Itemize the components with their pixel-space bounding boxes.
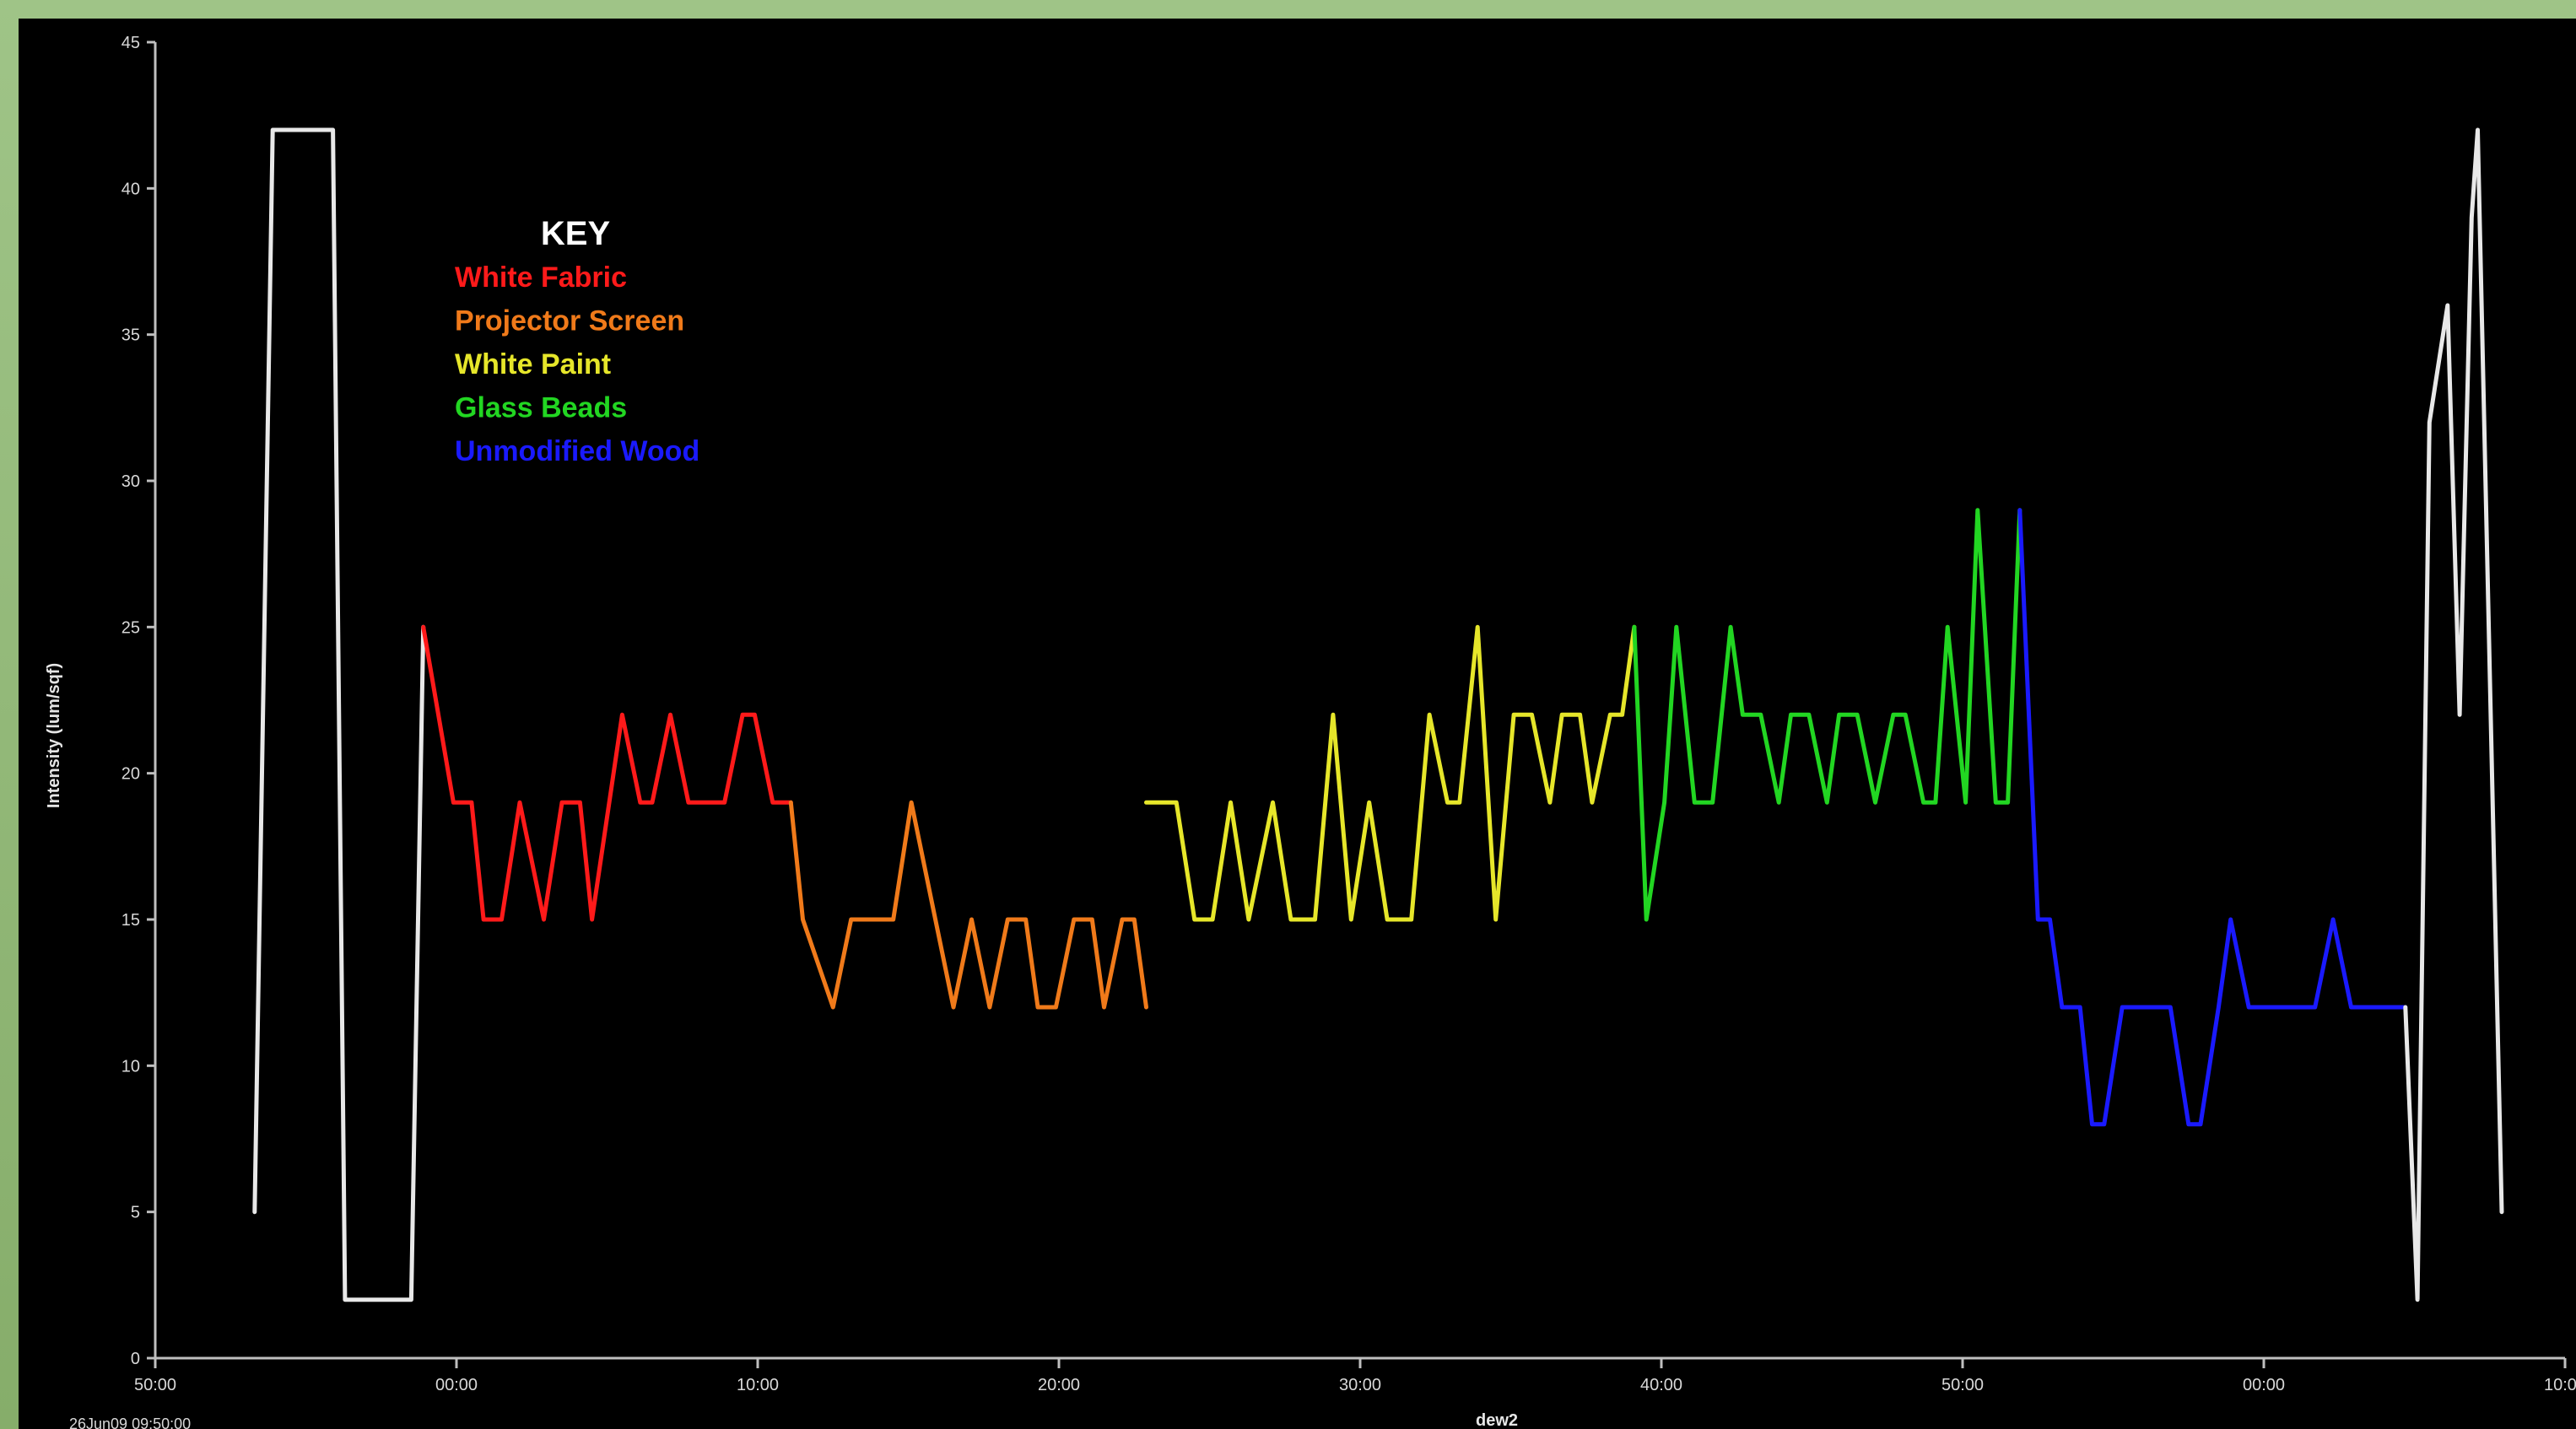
legend-title: KEY: [541, 215, 611, 252]
legend-entry: Projector Screen: [455, 305, 684, 337]
x-tick-label: 30:00: [1339, 1376, 1381, 1394]
x-tick-label: 00:00: [435, 1376, 478, 1394]
x-tick-label: 20:00: [1038, 1376, 1080, 1394]
chart-legend: KEY White Fabric Projector Screen White Pa…: [455, 215, 699, 467]
legend-entry: White Paint: [455, 348, 611, 380]
chart-panel: 0 5 10 15 20 25 30 35 40 45 50:00 00:00 10:00 20:00 3…: [19, 19, 2576, 1429]
legend-entry: Unmodified Wood: [455, 435, 699, 467]
y-tick-label: 45: [122, 34, 140, 52]
series-line-white-paint: [1144, 624, 1637, 922]
y-tick-label: 40: [122, 180, 140, 198]
legend-entry: White Fabric: [455, 262, 627, 294]
series-line-unmodified-wood: [2017, 508, 2408, 1127]
legend-entry: Glass Beads: [455, 392, 627, 424]
x-tick-label: 50:00: [134, 1376, 176, 1394]
y-tick-label: 35: [122, 326, 140, 345]
y-tick-label: 25: [122, 618, 140, 637]
x-tick-label: 00:00: [2243, 1376, 2285, 1394]
line-chart: 0 5 10 15 20 25 30 35 40 45 50:00 00:00 10:00 20:00 3…: [45, 34, 2576, 1429]
series-line-glass-beads: [1632, 508, 2022, 922]
series-line-baseline-0: [252, 127, 426, 1302]
y-tick-label: 20: [122, 765, 140, 784]
series-layer: [252, 127, 2504, 1302]
x-tick-label: 10:00: [2544, 1376, 2576, 1394]
x-tick-label: 10:00: [737, 1376, 779, 1394]
x-tick-label: 50:00: [1941, 1376, 1984, 1394]
x-axis-title: dew2: [1476, 1411, 1518, 1429]
series-line-white-fabric: [421, 624, 793, 922]
x-tick-label: 40:00: [1640, 1376, 1682, 1394]
series-line-baseline-6: [2403, 127, 2504, 1302]
series-line-projector-screen: [788, 800, 1148, 1010]
y-tick-label: 15: [122, 911, 140, 930]
y-tick-label: 30: [122, 472, 140, 491]
y-axis: 0 5 10 15 20 25 30 35 40 45: [122, 34, 157, 1368]
y-tick-label: 10: [122, 1057, 140, 1076]
y-axis-title: Intensity (lum/sqf): [45, 663, 63, 808]
y-tick-label: 0: [131, 1350, 140, 1368]
y-tick-label: 5: [131, 1204, 140, 1222]
x-origin-timestamp: 26Jun09 09:50:00: [69, 1416, 191, 1429]
x-axis: 50:00 00:00 10:00 20:00 30:00 40:00 50:00 00:00…: [134, 1356, 2576, 1394]
